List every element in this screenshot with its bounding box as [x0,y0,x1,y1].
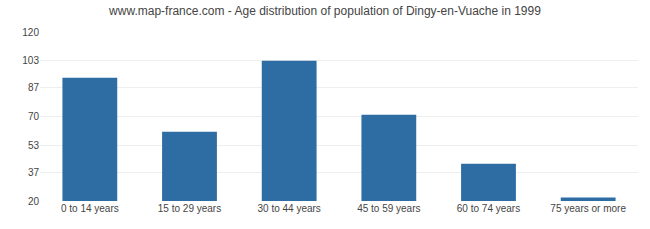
svg-text:45 to 59 years: 45 to 59 years [357,203,420,214]
svg-text:87: 87 [28,82,40,93]
svg-text:0 to 14 years: 0 to 14 years [61,203,119,214]
svg-text:15 to 29 years: 15 to 29 years [158,203,221,214]
svg-text:75 years or more: 75 years or more [550,203,626,214]
svg-text:20: 20 [28,196,40,207]
svg-text:www.map-france.com - Age distr: www.map-france.com - Age distribution of… [108,4,541,18]
svg-text:60 to 74 years: 60 to 74 years [457,203,520,214]
svg-text:120: 120 [22,27,39,38]
svg-text:53: 53 [28,140,40,151]
svg-text:103: 103 [22,55,39,66]
svg-text:30 to 44 years: 30 to 44 years [257,203,320,214]
svg-text:37: 37 [28,167,40,178]
svg-text:70: 70 [28,111,40,122]
